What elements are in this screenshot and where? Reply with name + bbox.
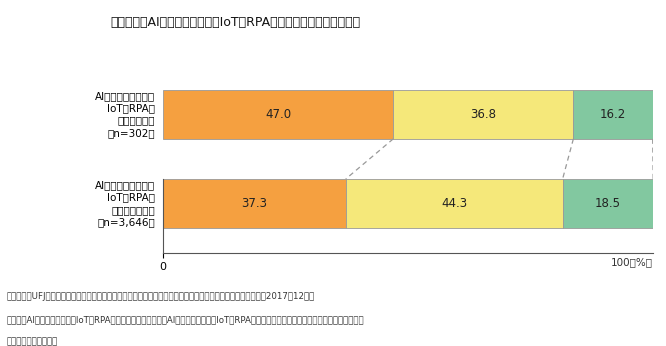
- Text: 第2-4-48図: 第2-4-48図: [25, 11, 79, 21]
- Bar: [163, 90, 393, 139]
- Text: 16.2: 16.2: [600, 108, 626, 121]
- Text: 37.3: 37.3: [242, 197, 268, 210]
- Bar: [563, 179, 653, 228]
- Text: 47.0: 47.0: [265, 108, 291, 121]
- Text: 答した者である。: 答した者である。: [7, 337, 58, 346]
- Text: 100（%）: 100（%）: [611, 257, 653, 267]
- Text: 18.5: 18.5: [595, 197, 621, 210]
- Bar: [163, 179, 346, 228]
- Bar: [573, 90, 653, 139]
- Text: （注）「AI、ビッグデータ、IoT、RPAを活用している」とは、AI、ビッグデータ、IoT、RPAのうちの少なくとも１つ以上を活用していると回: （注）「AI、ビッグデータ、IoT、RPAを活用している」とは、AI、ビッグデー…: [7, 315, 364, 324]
- Text: 資料：三菱UFJリサーチ＆コンサルティング（株）「人手不足対応に向けた生産性向上の取組に関する調査」（2017年12月）: 資料：三菱UFJリサーチ＆コンサルティング（株）「人手不足対応に向けた生産性向上…: [7, 292, 315, 301]
- Text: 36.8: 36.8: [470, 108, 496, 121]
- Bar: [393, 90, 573, 139]
- Text: 先端技術（AI、ビッグデータ、IoT、RPA）の活用有無と経常利益額: 先端技術（AI、ビッグデータ、IoT、RPA）の活用有無と経常利益額: [110, 16, 360, 29]
- Bar: [346, 179, 563, 228]
- Text: 44.3: 44.3: [441, 197, 468, 210]
